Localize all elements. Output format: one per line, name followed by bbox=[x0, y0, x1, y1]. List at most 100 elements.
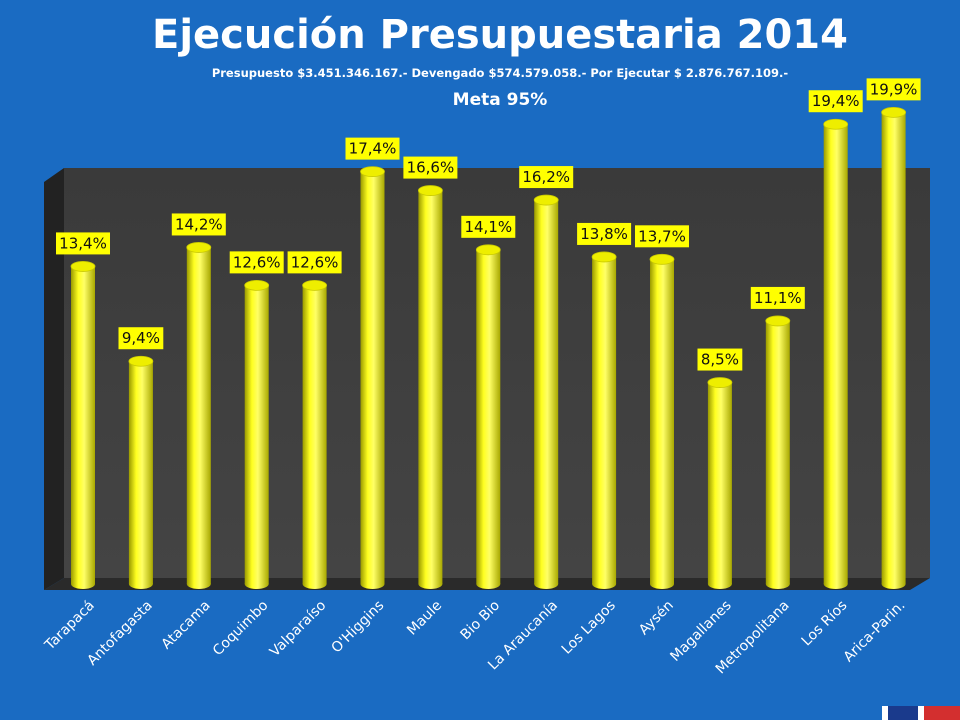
data-label-arica-parin: 19,9% bbox=[866, 78, 921, 101]
bar-body bbox=[650, 259, 674, 584]
flag-stripe bbox=[882, 706, 960, 720]
data-label-box bbox=[403, 156, 458, 179]
data-label-text: 19,9% bbox=[870, 80, 918, 98]
bar-valparaiso bbox=[302, 279, 328, 589]
data-label-box bbox=[56, 232, 110, 255]
data-label-coquimbo: 12,6% bbox=[229, 251, 284, 274]
x-tick-label-los-rios: Los Ríos bbox=[799, 598, 851, 650]
bar-base bbox=[592, 579, 617, 589]
bar-body bbox=[823, 124, 848, 584]
x-tick-label-atacama: Atacama bbox=[159, 598, 214, 653]
bar-body bbox=[592, 256, 617, 584]
data-label-text: 19,4% bbox=[812, 92, 860, 110]
data-label-antofagasta: 9,4% bbox=[118, 327, 164, 350]
plot-side-wall bbox=[44, 168, 64, 590]
data-label-text: 14,1% bbox=[464, 218, 512, 236]
data-label-box bbox=[808, 90, 863, 113]
data-label-box bbox=[519, 166, 574, 189]
x-tick-label-bio-bio: Bio Bio bbox=[457, 598, 503, 644]
bar-base bbox=[707, 579, 732, 589]
bar-cap bbox=[186, 242, 212, 253]
bar-body bbox=[765, 320, 790, 584]
bar-base bbox=[244, 579, 269, 589]
data-label-text: 12,6% bbox=[233, 253, 281, 271]
bar-cap bbox=[591, 251, 617, 263]
bar-metropolitana bbox=[765, 315, 791, 589]
data-label-text: 11,1% bbox=[754, 289, 802, 307]
bar-cap bbox=[823, 118, 849, 130]
bar-body bbox=[186, 247, 211, 584]
bar-cap bbox=[244, 279, 270, 291]
data-label-text: 13,8% bbox=[580, 225, 628, 243]
bar-base bbox=[360, 579, 385, 589]
bar-maule bbox=[417, 185, 443, 589]
bar-cap bbox=[533, 194, 559, 206]
goal-label: Meta 95% bbox=[452, 90, 548, 110]
data-label-la-araucania: 16,2% bbox=[519, 166, 574, 189]
data-label-atacama: 14,2% bbox=[171, 213, 226, 236]
bar-cap bbox=[649, 253, 675, 265]
data-label-bio-bio: 14,1% bbox=[461, 215, 516, 238]
bar-body bbox=[707, 382, 732, 584]
data-label-box bbox=[577, 222, 632, 245]
data-label-maule: 16,6% bbox=[403, 156, 458, 179]
data-label-los-lagos: 13,8% bbox=[577, 222, 632, 245]
data-label-box bbox=[229, 251, 284, 274]
bar-base bbox=[476, 579, 501, 589]
bar-antofagasta bbox=[128, 355, 154, 589]
bar-coquimbo bbox=[244, 279, 270, 589]
bar-base bbox=[881, 579, 906, 589]
x-tick-label-arica-parin: Arica-Parin. bbox=[841, 598, 909, 666]
data-label-o-higgins: 17,4% bbox=[345, 137, 400, 160]
bar-cap bbox=[128, 355, 154, 367]
bar-cap bbox=[70, 261, 96, 272]
bar-cap bbox=[765, 315, 791, 327]
bar-body bbox=[476, 249, 501, 584]
budget-summary: Presupuesto $3.451.346.167.- Devengado $… bbox=[211, 66, 789, 80]
bar-atacama bbox=[186, 242, 212, 589]
bar-bio-bio bbox=[475, 244, 501, 589]
bar-cap bbox=[475, 244, 501, 256]
data-label-box bbox=[461, 215, 516, 238]
bar-base bbox=[418, 579, 443, 589]
bar-o-higgins bbox=[360, 166, 385, 589]
bar-aysen bbox=[649, 253, 675, 589]
bar-base bbox=[186, 579, 211, 589]
bars-group bbox=[70, 106, 906, 589]
data-label-text: 8,5% bbox=[701, 351, 739, 369]
bar-los-lagos bbox=[591, 251, 617, 589]
bar-cap bbox=[417, 185, 443, 196]
bar-magallanes bbox=[707, 377, 733, 589]
bar-body bbox=[881, 112, 906, 585]
bar-cap bbox=[360, 166, 385, 178]
data-label-text: 14,2% bbox=[175, 215, 223, 233]
data-label-text: 16,2% bbox=[522, 168, 570, 186]
data-labels-group: 13,4% 9,4% 14,2% 12,6% 12,6% 17,4% 16,6% 14,1% 1… bbox=[56, 78, 921, 371]
bar-cap bbox=[707, 377, 733, 388]
bar-base bbox=[302, 579, 327, 589]
bar-body bbox=[244, 285, 269, 584]
bar-tarapaca bbox=[70, 261, 96, 589]
x-tick-label-valparaiso: Valparaíso bbox=[267, 598, 330, 661]
data-label-text: 16,6% bbox=[407, 159, 455, 177]
data-label-text: 17,4% bbox=[349, 140, 397, 158]
bar-base bbox=[71, 579, 95, 589]
chart-title: Ejecución Presupuestaria 2014 bbox=[152, 12, 848, 58]
bar-base bbox=[765, 579, 790, 589]
bar-cap bbox=[302, 279, 328, 291]
data-label-text: 13,4% bbox=[59, 234, 107, 252]
data-label-text: 9,4% bbox=[122, 329, 160, 347]
data-label-box bbox=[635, 225, 689, 248]
data-label-aysen: 13,7% bbox=[635, 225, 689, 248]
data-label-box bbox=[118, 327, 164, 350]
x-tick-label-o-higgins: O'Higgins bbox=[329, 598, 388, 657]
x-tick-label-maule: Maule bbox=[404, 598, 445, 639]
data-label-los-rios: 19,4% bbox=[808, 90, 863, 113]
bar-body bbox=[302, 285, 327, 584]
x-tick-label-tarapaca: Tarapacá bbox=[41, 598, 97, 654]
bar-base bbox=[823, 579, 848, 589]
x-tick-label-coquimbo: Coquimbo bbox=[210, 598, 272, 660]
bar-la-araucania bbox=[533, 194, 559, 589]
